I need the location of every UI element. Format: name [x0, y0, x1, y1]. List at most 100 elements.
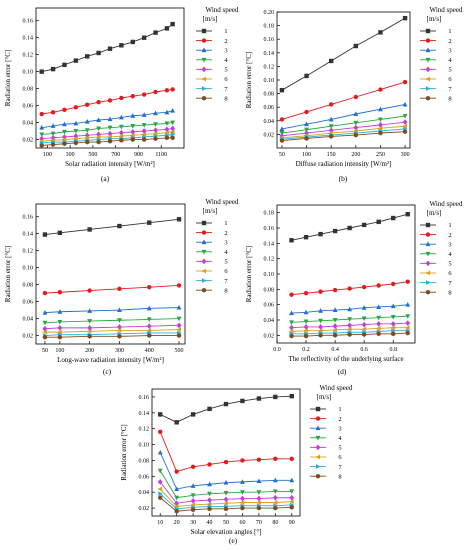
y-tick-label: 0.18	[264, 211, 275, 217]
data-point	[256, 495, 262, 502]
y-tick-label: 0.14	[23, 36, 34, 42]
y-tick-label: 0.16	[139, 395, 150, 401]
data-point	[207, 497, 212, 503]
legend-label: 8	[224, 95, 227, 102]
data-point	[73, 105, 79, 110]
legend-marker	[201, 76, 206, 82]
legend-label: 7	[448, 86, 452, 93]
data-point	[39, 69, 44, 74]
series-2	[279, 79, 408, 122]
data-point	[256, 490, 262, 495]
data-point	[73, 136, 78, 142]
data-point	[96, 131, 102, 138]
data-point	[347, 225, 352, 231]
series-8	[42, 333, 182, 340]
legend-label: 1	[448, 222, 451, 229]
data-point	[57, 290, 63, 295]
data-point	[147, 284, 152, 290]
data-point	[57, 325, 63, 331]
legend-item-8: 8	[196, 287, 228, 294]
series-line	[44, 285, 180, 294]
data-point	[141, 92, 147, 97]
data-point	[304, 136, 309, 141]
x-tick-label: 40	[207, 520, 213, 526]
legend-marker	[425, 251, 431, 257]
legend-marker	[425, 232, 431, 237]
legend-item-6: 6	[196, 268, 228, 275]
data-point	[96, 99, 101, 105]
data-point	[57, 230, 63, 236]
legend-marker	[201, 230, 207, 235]
data-point	[390, 314, 396, 320]
legend-marker	[315, 406, 321, 412]
data-point	[164, 88, 170, 93]
data-point	[130, 129, 136, 135]
chart-panel-a: 0.02 0.04 0.06 0.08 0.10 0.12 0.14 0.16 100 300 50…	[4, 6, 239, 183]
y-tick-label: 0.04	[139, 490, 150, 496]
legend-item-8: 8	[310, 473, 342, 480]
legend-label: 5	[448, 67, 451, 74]
data-point	[402, 123, 408, 129]
legend-label: 7	[448, 280, 452, 287]
data-point	[95, 134, 101, 140]
data-point	[153, 110, 158, 116]
panel-label: (c)	[103, 367, 112, 376]
legend-item-1: 1	[196, 28, 228, 35]
y-tick-label: 0.12	[23, 249, 34, 255]
y-tick-label: 0.10	[23, 70, 34, 76]
data-point	[164, 130, 169, 136]
data-point	[118, 114, 124, 120]
series-2	[158, 429, 294, 474]
data-point	[223, 500, 228, 506]
data-point	[169, 129, 175, 135]
data-point	[170, 108, 176, 113]
data-point	[361, 305, 367, 310]
data-point	[390, 303, 396, 309]
data-point	[117, 223, 122, 229]
legend-label: 6	[448, 76, 452, 83]
legend-item-5: 5	[420, 260, 452, 268]
data-point	[118, 133, 124, 139]
legend-marker	[315, 444, 321, 451]
series-8	[279, 129, 408, 143]
legend-item-6: 6	[420, 76, 452, 83]
y-tick-label: 0.14	[139, 411, 150, 417]
data-point	[141, 112, 147, 117]
data-point	[96, 126, 102, 132]
y-tick-label: 0.04	[264, 318, 275, 324]
data-point	[87, 328, 92, 334]
data-point	[117, 318, 122, 323]
y-tick-label: 0.12	[264, 64, 275, 70]
legend-item-6: 6	[310, 454, 342, 461]
data-point	[303, 309, 309, 315]
data-point	[62, 141, 67, 147]
legend-unit: [m/s]	[203, 15, 218, 23]
data-point	[361, 326, 367, 332]
y-tick-label: 0.20	[264, 10, 275, 16]
legend-marker	[201, 287, 207, 293]
data-point	[62, 107, 67, 113]
data-point	[130, 113, 136, 118]
data-point	[176, 316, 182, 322]
data-point	[390, 325, 396, 331]
legend-unit: [m/s]	[427, 209, 442, 217]
x-axis-title: The reflectivity of the underlying surfa…	[288, 355, 403, 363]
legend-label: 5	[448, 261, 451, 268]
y-tick-label: 0.08	[264, 92, 275, 98]
data-point	[153, 122, 158, 127]
series-line	[44, 318, 180, 324]
data-point	[328, 58, 334, 64]
data-point	[87, 288, 92, 293]
data-point	[347, 317, 353, 322]
data-point	[73, 140, 78, 146]
data-point	[353, 124, 359, 131]
data-point	[157, 479, 163, 485]
y-tick-label: 0.08	[23, 87, 34, 93]
plot-frame	[35, 203, 186, 345]
data-point	[174, 495, 180, 501]
x-tick-label: 100	[43, 152, 52, 158]
x-tick-label: 0.0	[273, 347, 281, 353]
data-point	[57, 329, 62, 335]
data-point	[87, 333, 92, 339]
series-4	[42, 316, 182, 326]
